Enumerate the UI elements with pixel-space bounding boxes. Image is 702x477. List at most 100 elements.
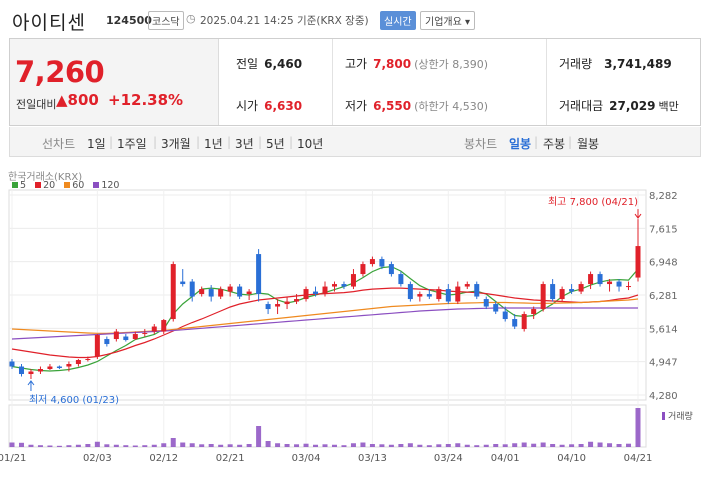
x-tick-label: 01/21	[0, 453, 26, 464]
volume-bar	[313, 444, 319, 447]
realtime-button[interactable]: 실시간	[380, 11, 416, 30]
volume-bar	[493, 444, 499, 447]
period-1d[interactable]: 1일	[87, 137, 106, 151]
period-3y[interactable]: 3년	[235, 137, 254, 151]
candle-monthly[interactable]: 월봉	[577, 137, 600, 151]
candle-weekly[interactable]: 주봉	[543, 137, 566, 151]
candle-body	[398, 274, 404, 285]
stock-chart[interactable]: 4,280 4,947 5,614 6,281 6,948 7,615 8,282 01/21…	[0, 157, 702, 477]
volume-bar	[246, 444, 252, 447]
volume-bar	[388, 444, 394, 447]
candle-body	[607, 281, 613, 285]
volume-bar	[66, 445, 72, 447]
volume-legend-swatch	[662, 412, 665, 420]
candle-body	[635, 246, 641, 278]
volume-bar	[265, 441, 271, 447]
volume-bar	[28, 444, 34, 447]
candle-daily[interactable]: 일봉	[509, 137, 532, 151]
volume-bar	[398, 444, 404, 447]
candle-body	[132, 334, 138, 340]
x-tick-label: 03/04	[292, 453, 321, 464]
volume-bar	[521, 442, 527, 447]
candle-body	[123, 336, 129, 341]
candle-body	[322, 286, 328, 295]
y-tick-label: 6,281	[649, 291, 678, 302]
candle-body	[170, 264, 176, 320]
volume-bar	[597, 442, 603, 447]
candle-body	[512, 319, 518, 327]
candle-body	[208, 289, 214, 297]
volume-bar	[56, 445, 62, 447]
volume-bar	[94, 441, 100, 447]
volume-bar	[113, 444, 119, 447]
legend-ma5: 5	[12, 180, 26, 191]
period-10y[interactable]: 10년	[297, 137, 324, 151]
candle-body	[104, 339, 110, 345]
candle-body	[559, 289, 565, 300]
stock-header: 아이티센 124500 코스닥 ◷ 2025.04.21 14:25 기준(KR…	[0, 0, 702, 38]
turnover-stat: 거래대금 27,029 백만	[559, 99, 679, 113]
candle-body	[436, 289, 442, 300]
volume-bar	[331, 444, 337, 447]
volume-bar	[635, 408, 641, 447]
period-1w[interactable]: 1주일	[117, 137, 147, 151]
period-5y[interactable]: 5년	[266, 137, 285, 151]
volume-bar	[237, 444, 243, 447]
legend-ma120: 120	[93, 180, 119, 191]
line-chart-label[interactable]: 선차트	[42, 137, 76, 151]
y-tick-label: 7,615	[649, 224, 678, 235]
volume-bar	[47, 445, 53, 447]
low-marker-label: 최저 4,600 (01/23)	[29, 394, 119, 406]
volume-bar	[483, 444, 489, 447]
volume-bar	[275, 443, 281, 447]
candle-body	[85, 359, 91, 361]
volume-bar	[559, 444, 565, 447]
volume-bar	[294, 444, 300, 447]
candle-body	[426, 294, 432, 297]
candle-body	[474, 284, 480, 297]
candle-body	[303, 289, 309, 300]
legend-ma20: 20	[35, 180, 55, 191]
high-marker-label: 최고 7,800 (04/21)	[548, 196, 638, 208]
legend-ma60: 60	[64, 180, 84, 191]
current-price-box: 7,260 전일대비 ▲800 +12.38%	[10, 39, 219, 125]
candle-body	[616, 281, 622, 287]
open-price: 시가 6,630	[236, 99, 303, 113]
candle-body	[275, 304, 281, 307]
candle-body	[246, 291, 252, 295]
volume-bar	[199, 444, 205, 447]
candle-body	[379, 259, 385, 267]
period-3m[interactable]: 3개월	[161, 137, 191, 151]
candle-body	[417, 294, 423, 297]
volume-bar	[75, 444, 81, 447]
volume-bar	[256, 426, 262, 447]
candle-body	[56, 366, 62, 369]
stock-name: 아이티센	[12, 12, 86, 34]
low-marker-arrowhead	[27, 380, 35, 386]
period-1y[interactable]: 1년	[204, 137, 223, 151]
candle-body	[75, 360, 81, 365]
company-overview-dropdown[interactable]: 기업개요 ▾	[420, 11, 475, 30]
x-tick-label: 03/13	[358, 453, 387, 464]
volume-bar	[531, 443, 537, 447]
candle-body	[151, 326, 157, 332]
candle-body	[237, 286, 243, 297]
volume-bar	[9, 442, 15, 447]
candle-body	[256, 254, 262, 295]
high-price: 고가 7,800 (상한가 8,390)	[345, 57, 488, 71]
candle-chart-label[interactable]: 봉차트	[464, 137, 498, 151]
candle-body	[388, 264, 394, 275]
candle-body	[180, 281, 186, 285]
ma120-line	[11, 307, 638, 340]
volume-bar	[626, 443, 632, 447]
volume-bar	[322, 444, 328, 447]
volume-bar	[426, 445, 432, 447]
candle-body	[597, 274, 603, 285]
quote-datetime: 2025.04.21 14:25 기준(KRX 장중)	[200, 15, 369, 27]
candle-body	[199, 289, 205, 295]
candle-body	[445, 289, 451, 302]
candle-body	[66, 364, 72, 367]
candle-body	[113, 331, 119, 340]
volume-bar	[607, 443, 613, 447]
volume-bar	[540, 442, 546, 447]
